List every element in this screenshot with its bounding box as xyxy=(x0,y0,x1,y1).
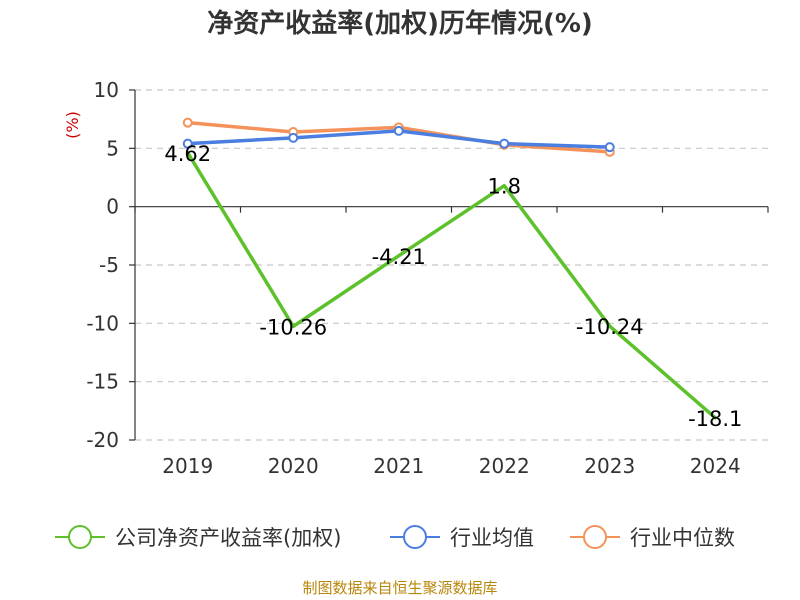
series-lines xyxy=(182,117,717,420)
series-1-point-1 xyxy=(288,132,299,143)
axes: 10 5 0 -5 -10 -15 -20 2019 2020 2021 2022 2023 2024 xyxy=(86,78,769,478)
y-tick-label-5: -15 xyxy=(86,370,119,394)
x-tick-label-2019: 2019 xyxy=(162,454,213,478)
series-1-point-0 xyxy=(182,138,193,149)
source-note: 制图数据来自恒生聚源数据库 xyxy=(302,579,497,597)
data-label-2023: -10.24 xyxy=(576,315,644,339)
legend-label-0: 公司净资产收益率(加权) xyxy=(115,526,341,550)
series-1-point-4 xyxy=(604,142,615,153)
y-tick-label-0: 10 xyxy=(94,78,119,102)
x-tick-label-2023: 2023 xyxy=(584,454,635,478)
y-tick-label-4: -10 xyxy=(86,311,119,335)
legend-marker-0 xyxy=(68,525,92,549)
data-labels: 4.62 -10.26 -4.21 1.8 -10.24 -18.1 xyxy=(164,142,742,431)
data-label-2024: -18.1 xyxy=(688,407,742,431)
y-tick-label-6: -20 xyxy=(86,428,119,452)
series-line-0 xyxy=(186,151,717,420)
series-1-point-2 xyxy=(393,125,404,136)
legend: 公司净资产收益率(加权) 行业均值 行业中位数 xyxy=(55,525,735,550)
y-tick-label-1: 5 xyxy=(106,136,119,160)
x-tick-label-2022: 2022 xyxy=(479,454,530,478)
chart-title: 净资产收益率(加权)历年情况(%) xyxy=(207,8,593,39)
x-tick-label-2024: 2024 xyxy=(690,454,741,478)
legend-label-2: 行业中位数 xyxy=(630,526,735,550)
data-label-2019: 4.62 xyxy=(164,142,211,166)
y-tick-label-3: -5 xyxy=(99,253,119,277)
data-label-2020: -10.26 xyxy=(259,315,327,339)
y-axis-label: (%) xyxy=(63,111,82,139)
series-2-point-0 xyxy=(182,117,193,128)
legend-marker-1 xyxy=(403,525,427,549)
x-tick-label-2021: 2021 xyxy=(373,454,424,478)
y-tick-label-2: 0 xyxy=(106,195,119,219)
series-1-point-3 xyxy=(499,138,510,149)
data-label-2022: 1.8 xyxy=(488,175,521,199)
data-label-2021: -4.21 xyxy=(372,245,426,269)
x-tick-label-2020: 2020 xyxy=(268,454,319,478)
legend-label-1: 行业均值 xyxy=(450,526,534,550)
legend-marker-2 xyxy=(583,525,607,549)
